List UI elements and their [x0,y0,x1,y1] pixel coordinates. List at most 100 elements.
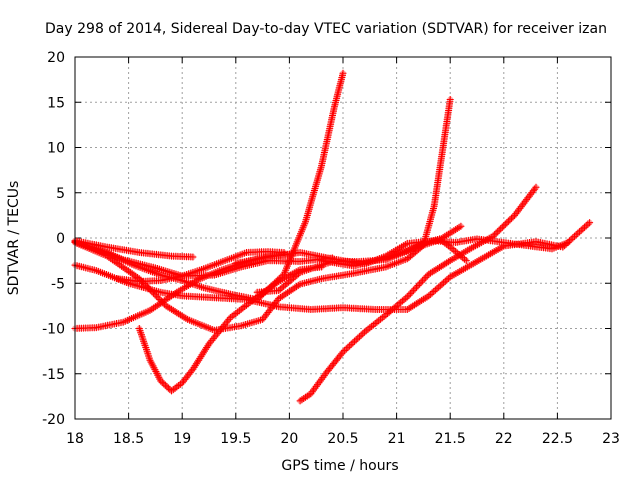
data-point [176,380,184,388]
data-point [419,277,427,285]
data-point [431,286,439,294]
data-point [199,349,207,357]
data-point [148,288,156,295]
data-point [132,272,140,280]
data-point [171,290,179,297]
data-point [419,295,427,303]
data-point [338,350,346,358]
data-point [574,229,582,237]
y-tick-label: -15 [42,367,65,383]
data-point [356,333,363,341]
data-point [298,396,306,404]
x-tick-label: 22.5 [542,431,573,447]
data-point [584,220,592,228]
data-point [243,301,250,309]
data-point [455,223,463,231]
data-point [294,281,302,289]
y-tick-label: -20 [42,412,65,428]
data-point [280,291,288,299]
data-point [344,343,352,351]
x-tick-label: 21.5 [435,431,466,447]
x-axis-label: GPS time / hours [281,458,398,474]
data-point [341,347,349,354]
data-point [204,342,212,350]
data-point [221,321,229,329]
data-point [232,310,240,317]
data-point [492,229,500,237]
data-point [156,296,164,303]
x-tick-label: 20.5 [327,431,358,447]
data-point [175,310,183,318]
data-point [150,289,157,297]
data-point [248,297,256,305]
data-point [405,291,413,299]
data-point [567,235,575,243]
data-point [308,388,316,396]
y-tick-label: 10 [47,141,65,157]
data-point [312,382,320,390]
data-point [582,222,590,230]
data-point [504,217,512,225]
data-point [352,336,360,344]
data-point [162,296,170,303]
data-point [282,290,290,298]
x-tick-label: 21 [388,431,406,447]
series-band [297,184,539,404]
data-point [441,277,449,285]
data-point [311,384,319,392]
data-point [426,291,434,298]
series-arc-1 [71,237,197,261]
data-point [434,265,442,272]
data-point [225,315,233,323]
data-point [216,326,224,334]
data-point [586,219,594,227]
data-point [491,231,499,239]
data-point [320,372,328,380]
data-point [259,289,267,297]
y-tick-label: 20 [47,50,65,66]
data-point [316,377,324,385]
data-point [425,292,433,300]
data-point [189,365,197,373]
data-point [153,302,161,310]
data-point [453,225,461,232]
data-point [190,363,198,371]
data-point [219,322,227,330]
data-point [443,231,451,239]
data-point [503,219,511,227]
data-point [339,69,347,77]
data-point [446,243,454,251]
data-point [339,348,347,356]
plot-frame [74,56,612,420]
data-point [121,265,129,273]
data-point [166,293,174,301]
data-point [269,281,277,289]
data-point [433,285,441,293]
data-point [175,382,183,389]
data-point [198,351,206,359]
data-point [234,308,242,316]
data-point [284,289,292,297]
series-arc-4 [71,219,594,313]
y-tick-label: 0 [56,231,65,247]
data-point [414,299,422,307]
data-point [166,304,174,312]
data-point [241,303,249,310]
data-point [362,327,370,335]
data-point [149,362,157,370]
data-point [273,279,281,287]
data-point [359,330,367,338]
data-point [457,252,465,260]
y-tick-label: -5 [51,276,65,292]
data-point [436,235,443,243]
data-point [500,222,508,230]
x-tick-label: 20 [280,431,298,447]
data-point [413,283,420,291]
data-point [366,324,374,332]
data-point [416,280,424,288]
data-point [196,354,204,362]
data-point [176,311,184,319]
data-point [143,283,151,291]
data-point [422,273,430,281]
